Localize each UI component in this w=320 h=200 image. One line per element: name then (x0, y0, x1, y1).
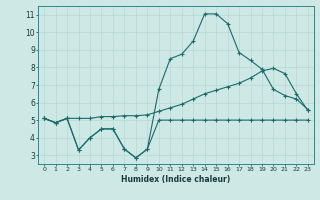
X-axis label: Humidex (Indice chaleur): Humidex (Indice chaleur) (121, 175, 231, 184)
